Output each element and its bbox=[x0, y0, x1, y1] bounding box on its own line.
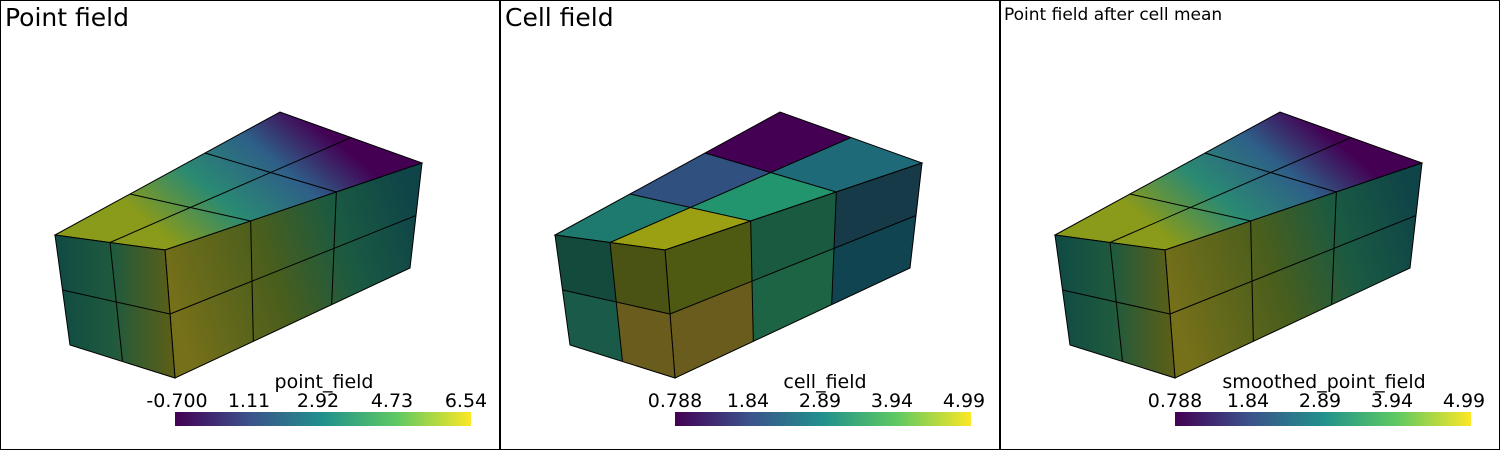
mesh-outline bbox=[554, 234, 676, 379]
mesh-edge bbox=[669, 215, 917, 315]
scalar-bar-tick: 2.89 bbox=[799, 390, 841, 412]
scalar-bar-tick: 1.84 bbox=[1227, 390, 1269, 412]
mesh-cell bbox=[705, 112, 851, 173]
mesh-cell bbox=[616, 302, 675, 378]
mesh-cell bbox=[610, 242, 670, 314]
scalar-bar bbox=[675, 412, 971, 426]
panel-title: Cell field bbox=[505, 3, 614, 32]
mesh-cell bbox=[750, 192, 837, 282]
render: Point field after cell mean smoothed_poi… bbox=[1000, 0, 1500, 450]
mesh-face bbox=[55, 235, 175, 378]
scalar-bar-tick: 0.788 bbox=[1148, 390, 1202, 412]
mesh-cell bbox=[562, 290, 623, 362]
viewport: Point field after cell mean smoothed_poi… bbox=[1000, 0, 1500, 450]
mesh-cell bbox=[610, 207, 751, 250]
panel-title: Point field after cell mean bbox=[1004, 5, 1222, 25]
scalar-bar-title: point_field bbox=[275, 371, 374, 393]
scalar-bar-tick: 4.99 bbox=[1443, 390, 1485, 412]
scalar-bar-tick: 3.94 bbox=[1371, 390, 1413, 412]
scalar-bar-tick: 2.89 bbox=[1299, 390, 1341, 412]
mesh-face bbox=[1055, 235, 1175, 378]
scalar-bar-tick: 2.92 bbox=[297, 390, 339, 412]
mesh-edge bbox=[609, 137, 852, 243]
viewport: Cell field cell_field 0.788 1.84 2.89 3.… bbox=[500, 0, 1000, 450]
mesh bbox=[53, 111, 424, 379]
scalar-bar-title: cell_field bbox=[783, 371, 866, 393]
mesh-cell bbox=[834, 163, 922, 249]
scalar-bar-tick: 4.99 bbox=[943, 390, 985, 412]
mesh bbox=[1053, 111, 1424, 379]
scalar-bar-tick: 1.84 bbox=[727, 390, 769, 412]
mesh-cell bbox=[770, 137, 922, 192]
mesh-edge bbox=[1169, 215, 1417, 315]
scalar-bar-tick: 6.54 bbox=[445, 390, 487, 412]
mesh bbox=[553, 111, 924, 379]
scalar-bar-tick: -0.700 bbox=[146, 390, 207, 412]
mesh-cell bbox=[690, 172, 837, 221]
mesh-cell bbox=[670, 281, 754, 378]
render: Point field point_field -0.700 1.11 2.92… bbox=[0, 0, 500, 450]
mesh-cell bbox=[555, 235, 617, 302]
scalar-bar-title: smoothed_point_field bbox=[1222, 371, 1425, 393]
mesh-cell bbox=[831, 215, 916, 305]
mesh-cell bbox=[555, 194, 691, 243]
scalar-bar-tick: 4.73 bbox=[371, 390, 413, 412]
mesh-edge bbox=[62, 289, 171, 315]
scalar-bar-tick: 1.11 bbox=[228, 390, 270, 412]
mesh-edge bbox=[562, 289, 671, 315]
mesh-edge bbox=[169, 215, 417, 315]
scalar-bar-tick: 0.788 bbox=[648, 390, 702, 412]
mesh-edge bbox=[1062, 289, 1171, 315]
scalar-bar-tick: 3.94 bbox=[871, 390, 913, 412]
render: Cell field cell_field 0.788 1.84 2.89 3.… bbox=[500, 0, 1000, 450]
scalar-bar bbox=[175, 412, 471, 426]
panel-title: Point field bbox=[5, 3, 129, 32]
mesh-face bbox=[165, 163, 422, 378]
mesh-face bbox=[1165, 163, 1422, 378]
viewport: Point field point_field -0.700 1.11 2.92… bbox=[0, 0, 500, 450]
mesh-outline bbox=[1054, 234, 1176, 379]
mesh-cell bbox=[630, 153, 771, 208]
scalar-bar bbox=[1175, 412, 1471, 426]
mesh-outline bbox=[54, 234, 176, 379]
mesh-edge bbox=[1109, 137, 1352, 243]
mesh-cell bbox=[665, 221, 752, 314]
mesh-edge bbox=[109, 137, 352, 243]
mesh-cell bbox=[752, 248, 834, 342]
